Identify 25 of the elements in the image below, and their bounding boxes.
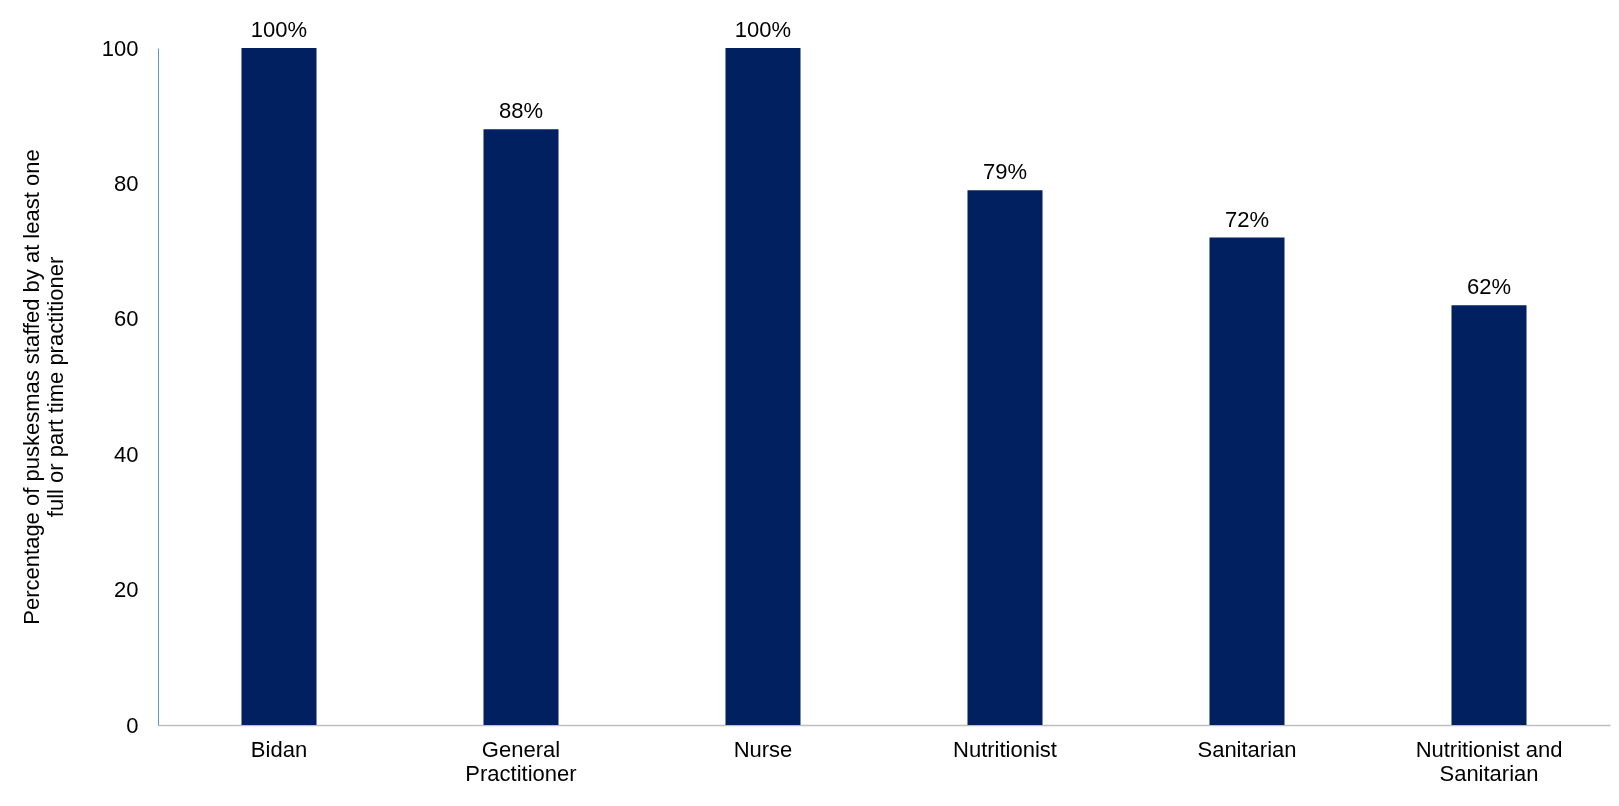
bar (483, 129, 559, 725)
x-tick-label: Bidan (250, 736, 308, 762)
bar (725, 48, 801, 725)
y-tick-label: 0 (126, 712, 139, 738)
x-tick-label: Nurse (733, 736, 793, 762)
data-label: 62% (1466, 274, 1512, 300)
data-label: 72% (1224, 206, 1270, 232)
y-tick-label: 100 (101, 35, 139, 61)
data-label: 88% (498, 98, 544, 124)
y-tick-label: 40 (114, 441, 139, 467)
x-tick-label: General Practitioner (465, 736, 577, 786)
bar (1209, 237, 1285, 725)
y-tick-label: 60 (114, 306, 139, 332)
bar (1451, 305, 1527, 725)
bar (241, 48, 317, 725)
y-axis-title: Percentage of puskesmas staffed by at least one full or part time practitioner (18, 149, 68, 625)
x-tick-label: Nutritionist (953, 736, 1057, 762)
data-label: 100% (250, 17, 308, 42)
data-label: 100% (734, 17, 792, 42)
y-tick-label: 80 (114, 170, 139, 196)
x-tick-label: Sanitarian (1197, 736, 1297, 762)
data-label: 79% (982, 159, 1028, 185)
bar (967, 190, 1043, 725)
y-tick-label: 20 (114, 577, 139, 603)
x-tick-label: Nutritionist and Sanitarian (1415, 736, 1563, 786)
